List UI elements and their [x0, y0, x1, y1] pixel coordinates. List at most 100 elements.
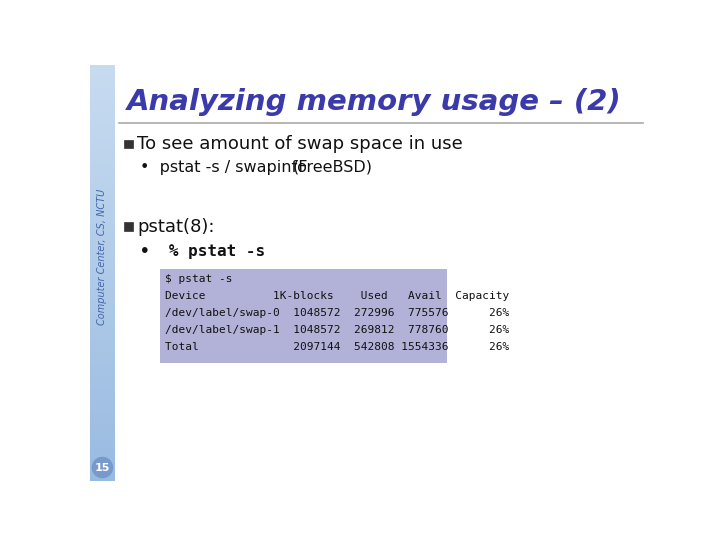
Bar [90, 102, 114, 103]
Bar [90, 255, 114, 256]
Bar [90, 450, 114, 451]
Bar [90, 345, 114, 346]
Text: 15: 15 [95, 462, 110, 472]
Bar [90, 86, 114, 87]
Bar [90, 420, 114, 421]
Bar [90, 226, 114, 227]
Bar [90, 399, 114, 400]
Bar [90, 301, 114, 302]
Bar [90, 236, 114, 237]
Bar [90, 104, 114, 105]
Bar [90, 377, 114, 378]
Bar [90, 454, 114, 455]
Bar [90, 326, 114, 327]
Bar [90, 304, 114, 305]
Bar [90, 241, 114, 242]
Bar [90, 467, 114, 468]
Bar [90, 140, 114, 141]
Bar [90, 323, 114, 325]
Bar [90, 275, 114, 276]
Bar [90, 92, 114, 93]
Bar [90, 234, 114, 235]
Bar [90, 352, 114, 353]
Bar [90, 426, 114, 427]
Bar [90, 150, 114, 151]
Bar [90, 438, 114, 439]
Bar [90, 237, 114, 238]
Bar [90, 166, 114, 167]
Bar [90, 413, 114, 414]
Bar [90, 461, 114, 462]
Bar [90, 350, 114, 351]
Bar [90, 373, 114, 374]
Bar [90, 261, 114, 262]
Text: •  % pstat -s: • % pstat -s [140, 244, 265, 259]
Bar [90, 152, 114, 153]
Bar [90, 357, 114, 358]
Bar [90, 268, 114, 269]
Bar [90, 312, 114, 313]
Bar [90, 264, 114, 265]
Bar [90, 132, 114, 133]
Bar [90, 77, 114, 78]
Bar [90, 381, 114, 382]
Bar [90, 76, 114, 77]
Bar [90, 85, 114, 86]
Bar [90, 151, 114, 152]
Bar [90, 289, 114, 291]
Bar [90, 424, 114, 425]
Bar [90, 109, 114, 110]
Bar [90, 70, 114, 71]
Bar [90, 293, 114, 294]
Bar [90, 143, 114, 144]
Bar [90, 401, 114, 402]
Bar [90, 380, 114, 381]
Bar [90, 96, 114, 97]
Bar [90, 172, 114, 173]
Bar [90, 190, 114, 191]
Bar [90, 375, 114, 376]
Bar [90, 269, 114, 271]
Bar [90, 83, 114, 84]
Bar [90, 428, 114, 429]
Bar [90, 314, 114, 315]
Text: /dev/label/swap-1  1048572  269812  778760      26%: /dev/label/swap-1 1048572 269812 778760 … [165, 325, 510, 335]
Text: /dev/label/swap-0  1048572  272996  775576      26%: /dev/label/swap-0 1048572 272996 775576 … [165, 308, 510, 318]
Bar [90, 437, 114, 438]
Bar [90, 265, 114, 266]
Bar [90, 383, 114, 384]
Bar [90, 475, 114, 476]
Bar [90, 342, 114, 343]
Bar [90, 295, 114, 296]
Bar [90, 419, 114, 420]
Bar [90, 89, 114, 90]
Bar [90, 139, 114, 140]
Bar [90, 444, 114, 445]
Bar [90, 80, 114, 81]
Bar [90, 343, 114, 345]
Bar [90, 244, 114, 245]
Bar [90, 138, 114, 139]
Bar [90, 100, 114, 101]
Bar [90, 406, 114, 407]
Bar [90, 88, 114, 89]
Bar [90, 212, 114, 213]
Bar [90, 199, 114, 200]
Bar [90, 462, 114, 463]
Bar [90, 415, 114, 416]
Bar [90, 194, 114, 195]
Bar [90, 332, 114, 333]
Bar [90, 452, 114, 453]
Bar [90, 251, 114, 252]
Bar [90, 435, 114, 436]
Bar [90, 214, 114, 215]
Bar [90, 308, 114, 309]
Bar [90, 354, 114, 355]
Bar [90, 395, 114, 396]
Bar [90, 157, 114, 158]
Bar [90, 87, 114, 88]
Bar [90, 75, 114, 76]
Bar [90, 248, 114, 249]
Bar [90, 114, 114, 115]
Bar [90, 459, 114, 460]
